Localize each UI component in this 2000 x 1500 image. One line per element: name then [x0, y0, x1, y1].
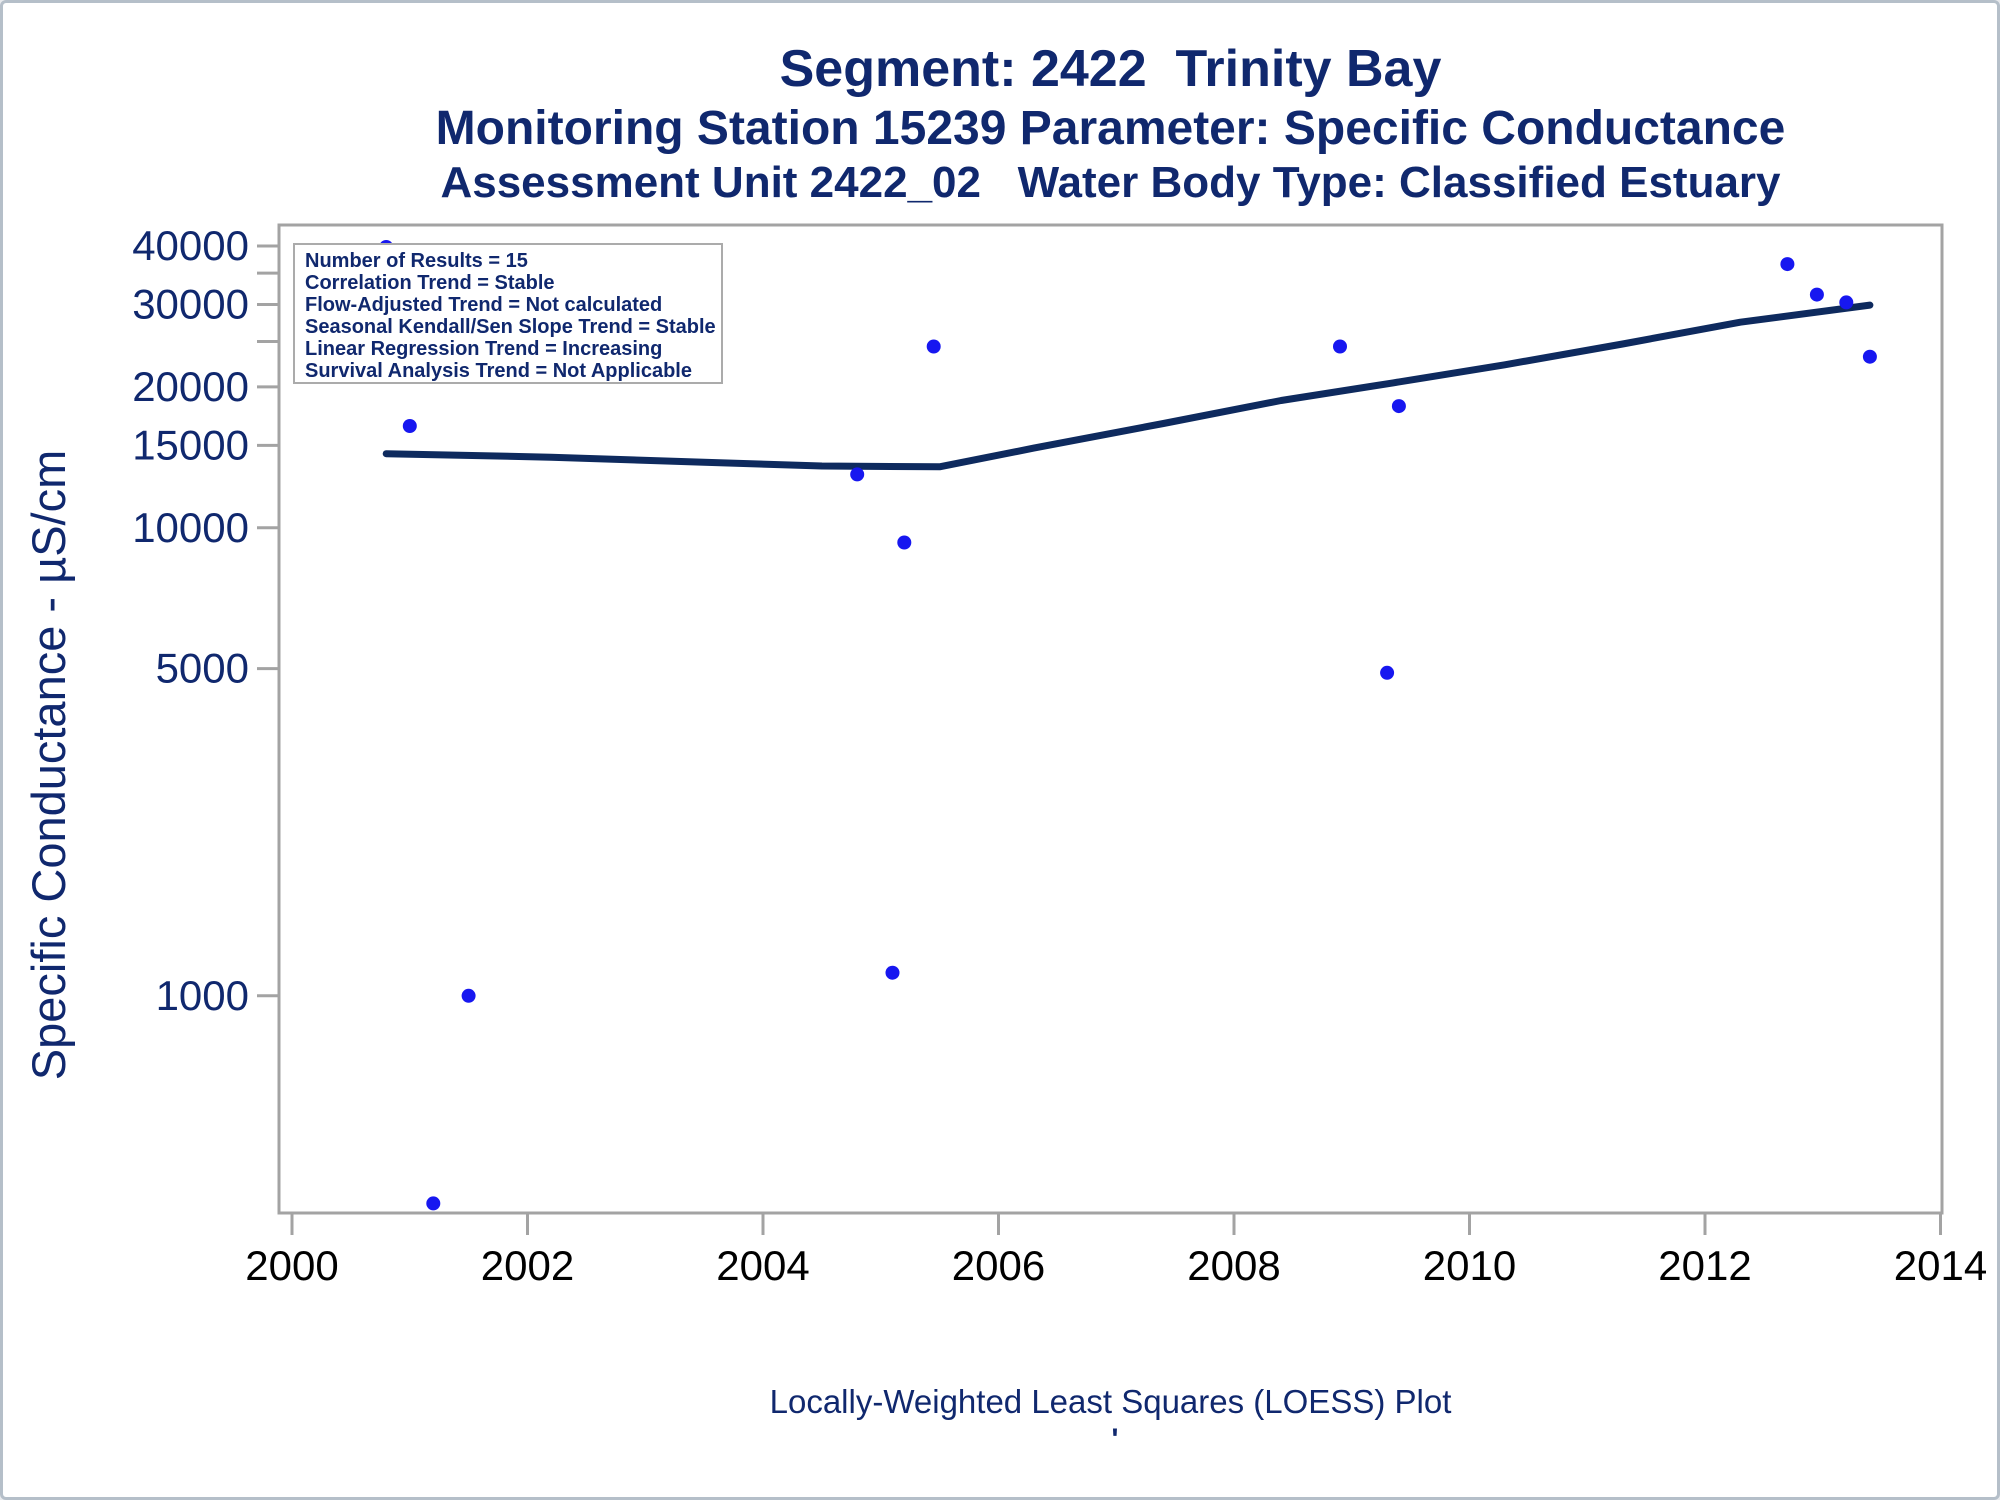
- x-tick-label: 2006: [952, 1242, 1045, 1289]
- y-tick-label: 15000: [132, 421, 249, 468]
- data-point: [1333, 339, 1347, 354]
- data-point: [461, 988, 476, 1003]
- y-tick-label: 5000: [156, 645, 249, 692]
- stats-line-correlation-trend: Correlation Trend = Stable: [305, 272, 555, 294]
- x-tick-label: 2008: [1187, 1242, 1280, 1289]
- x-tick-label: 2004: [716, 1242, 809, 1289]
- y-tick-label: 20000: [132, 363, 249, 410]
- data-point: [1780, 257, 1795, 272]
- stats-line-linear-regression-trend: Linear Regression Trend = Increasing: [305, 338, 663, 360]
- x-tick-label: 2012: [1658, 1242, 1751, 1289]
- y-tick-label: 1000: [156, 972, 249, 1019]
- plot-frame: [277, 223, 1944, 1215]
- data-point: [885, 965, 900, 980]
- loess-trend-line: [382, 301, 1874, 471]
- data-point: [1862, 349, 1877, 364]
- stats-line-survival-analysis-trend: Survival Analysis Trend = Not Applicable: [305, 360, 692, 382]
- data-point: [1380, 665, 1395, 680]
- footnote: Locally-Weighted Least Squares (LOESS) P…: [769, 1383, 1452, 1420]
- loess-plot: 2000 2002 2004 2006 2008 2010 2012 2014 40000 300…: [22, 222, 1987, 1289]
- y-axis-title: Specific Conductance - µS/cm: [22, 450, 75, 1081]
- stats-line-seasonal-kendall-trend: Seasonal Kendall/Sen Slope Trend = Stabl…: [305, 316, 716, 338]
- data-point: [1809, 287, 1824, 302]
- x-tick-label: 2002: [481, 1242, 574, 1289]
- data-point: [426, 1196, 441, 1211]
- data-point: [402, 419, 417, 433]
- stats-box: Number of Results = 15 Correlation Trend…: [293, 243, 723, 384]
- y-tick-label: 10000: [132, 504, 249, 551]
- stats-line-number-of-results: Number of Results = 15: [305, 250, 528, 272]
- chart-subtitle: Monitoring Station 15239 Parameter: Spec…: [435, 102, 1786, 155]
- footnote-mark: ': [1111, 1423, 1119, 1456]
- data-point: [1839, 295, 1854, 310]
- y-tick-label: 40000: [132, 222, 249, 269]
- y-tick-label: 30000: [132, 280, 249, 327]
- data-point: [1391, 399, 1406, 414]
- chart-title: Segment: 2422 Trinity Bay: [779, 40, 1442, 98]
- data-point: [897, 535, 912, 550]
- chart-subtitle-2: Assessment Unit 2422_02 Water Body Type:…: [440, 158, 1781, 207]
- x-tick-label: 2010: [1423, 1242, 1516, 1289]
- data-point: [926, 339, 941, 354]
- x-tick-label: 2014: [1894, 1242, 1987, 1289]
- stats-line-flow-adjusted-trend: Flow-Adjusted Trend = Not calculated: [305, 294, 663, 316]
- x-tick-label: 2000: [245, 1242, 338, 1289]
- data-point: [850, 467, 865, 482]
